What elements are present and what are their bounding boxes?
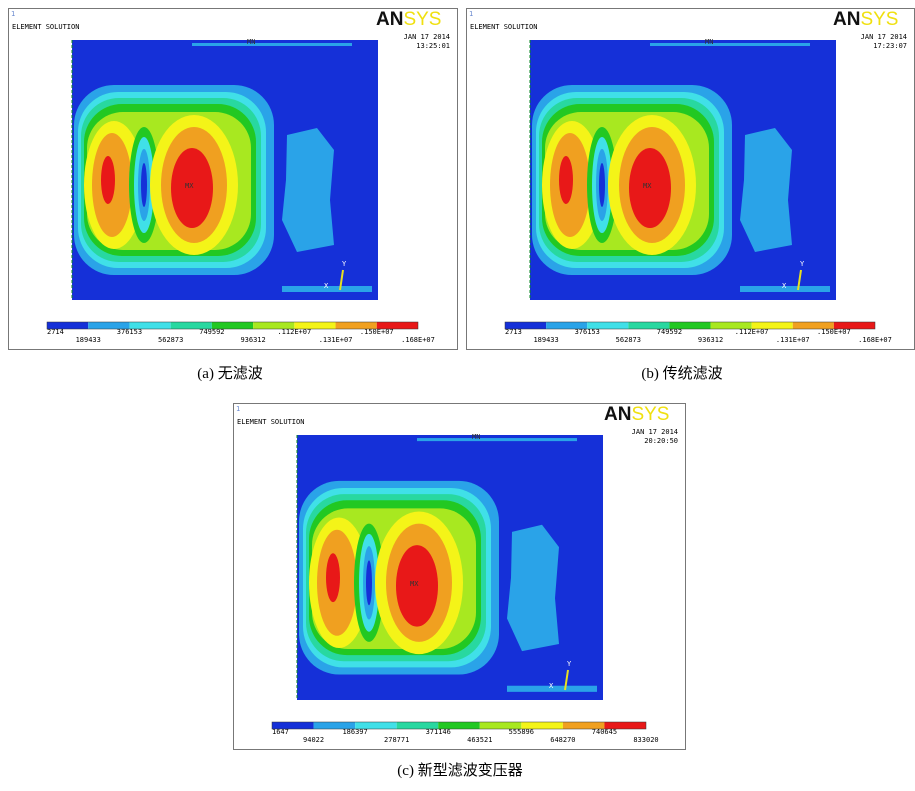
corner-index: 1 xyxy=(236,405,240,413)
time: 17:23:07 xyxy=(873,42,907,50)
logo: ANSYS xyxy=(604,404,669,425)
logo-sys: SYS xyxy=(403,9,441,30)
logo-an: AN xyxy=(833,9,860,30)
colorbar-label: 189433 xyxy=(76,336,101,344)
colorbar-label: 740645 xyxy=(592,728,617,736)
colorbar-label: 94022 xyxy=(303,736,324,744)
logo: ANSYS xyxy=(376,9,441,30)
logo: ANSYS xyxy=(833,9,898,30)
panel: 1 ELEMENT SOLUTION ANSYS JAN 17 201420:20:5… xyxy=(234,404,686,750)
logo-sys: SYS xyxy=(631,404,669,425)
header: ELEMENT SOLUTION xyxy=(470,23,537,31)
max-label: MX xyxy=(185,182,194,190)
colorbar-label: 463521 xyxy=(467,736,492,744)
header: ELEMENT SOLUTION xyxy=(237,418,304,426)
colorbar-label: 936312 xyxy=(240,336,265,344)
logo-an: AN xyxy=(604,404,631,425)
colorbar-label: 2714 xyxy=(47,328,64,336)
colorbar-label: .168E+07 xyxy=(858,336,892,344)
colorbar-label: .150E+07 xyxy=(360,328,394,336)
colorbar-label: .131E+07 xyxy=(319,336,353,344)
max-label: MX xyxy=(643,182,652,190)
colorbar-label: 376153 xyxy=(117,328,142,336)
min-label: MN xyxy=(247,38,255,46)
colorbar-label: 2713 xyxy=(505,328,522,336)
colorbar-label: 833020 xyxy=(633,736,658,744)
figure: 1ELEMENT SOLUTIONANSYSJAN 17 201413:25:0… xyxy=(0,0,915,786)
contour-plot xyxy=(297,435,603,700)
colorbar-label: 278771 xyxy=(384,736,409,744)
date: JAN 17 2014 xyxy=(861,33,907,41)
logo-sys: SYS xyxy=(860,9,898,30)
panel: 1 ELEMENT SOLUTION ANSYS JAN 17 201417:23:0… xyxy=(467,9,915,350)
colorbar-label: .112E+07 xyxy=(735,328,769,336)
panel: 1 ELEMENT SOLUTION ANSYS JAN 17 201413:25:0… xyxy=(9,9,458,350)
date: JAN 17 2014 xyxy=(632,428,678,436)
header: ELEMENT SOLUTION xyxy=(12,23,79,31)
time: 20:20:50 xyxy=(644,437,678,445)
colorbar-label: 189433 xyxy=(533,336,558,344)
colorbar-label: .150E+07 xyxy=(817,328,851,336)
colorbar-label: 376153 xyxy=(575,328,600,336)
colorbar-label: 186397 xyxy=(342,728,367,736)
contour-plot xyxy=(530,40,836,300)
caption: (c) 新型滤波变压器 xyxy=(397,762,522,779)
colorbar-label: 749592 xyxy=(657,328,682,336)
time: 13:25:01 xyxy=(416,42,450,50)
colorbar-label: 648270 xyxy=(550,736,575,744)
caption: (b) 传统滤波 xyxy=(641,365,722,382)
colorbar-label: 371146 xyxy=(426,728,451,736)
min-label: MN xyxy=(705,38,713,46)
contour-plot xyxy=(72,40,378,300)
date: JAN 17 2014 xyxy=(404,33,450,41)
colorbar-label: 936312 xyxy=(698,336,723,344)
colorbar-label: .168E+07 xyxy=(401,336,435,344)
colorbar-label: 555896 xyxy=(509,728,534,736)
caption: (a) 无滤波 xyxy=(197,365,262,382)
min-label: MN xyxy=(472,433,480,441)
colorbar-label: 1647 xyxy=(272,728,289,736)
logo-an: AN xyxy=(376,9,403,30)
colorbar-label: 562873 xyxy=(616,336,641,344)
colorbar-label: .112E+07 xyxy=(277,328,311,336)
colorbar-label: 562873 xyxy=(158,336,183,344)
corner-index: 1 xyxy=(469,10,473,18)
corner-index: 1 xyxy=(11,10,15,18)
colorbar-label: .131E+07 xyxy=(776,336,810,344)
max-label: MX xyxy=(410,580,419,588)
colorbar-label: 749592 xyxy=(199,328,224,336)
